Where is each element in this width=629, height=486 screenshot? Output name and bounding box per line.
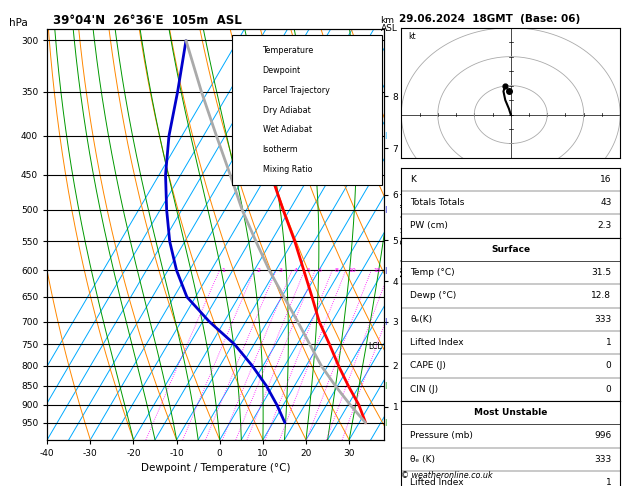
Text: 2: 2	[257, 268, 260, 273]
Text: K: K	[410, 175, 416, 184]
Text: Parcel Trajectory: Parcel Trajectory	[262, 86, 330, 95]
Text: θₑ(K): θₑ(K)	[410, 315, 432, 324]
Text: 2.3: 2.3	[597, 222, 611, 230]
Text: 333: 333	[594, 315, 611, 324]
Text: Isotherm: Isotherm	[262, 145, 298, 154]
Text: 333: 333	[594, 455, 611, 464]
Text: 6: 6	[317, 268, 321, 273]
X-axis label: Dewpoint / Temperature (°C): Dewpoint / Temperature (°C)	[141, 464, 290, 473]
Text: |: |	[384, 267, 386, 274]
Text: Lifted Index: Lifted Index	[410, 478, 464, 486]
Text: 1: 1	[606, 478, 611, 486]
Text: θₑ (K): θₑ (K)	[410, 455, 435, 464]
Text: |: |	[384, 419, 386, 426]
Text: Temp (°C): Temp (°C)	[410, 268, 455, 277]
Text: PW (cm): PW (cm)	[410, 222, 448, 230]
Text: Dry Adiabat: Dry Adiabat	[262, 105, 310, 115]
Text: ASL: ASL	[381, 24, 398, 34]
Text: Lifted Index: Lifted Index	[410, 338, 464, 347]
Text: 996: 996	[594, 432, 611, 440]
Text: Temperature: Temperature	[262, 47, 314, 55]
Text: Dewpoint: Dewpoint	[262, 66, 301, 75]
Text: 10: 10	[348, 268, 355, 273]
Text: LCL: LCL	[368, 342, 382, 351]
Text: 25: 25	[407, 268, 415, 273]
Text: 1: 1	[606, 338, 611, 347]
Text: hPa: hPa	[9, 18, 28, 28]
Text: 4: 4	[294, 268, 298, 273]
Text: |: |	[384, 318, 386, 325]
Text: 20: 20	[392, 268, 400, 273]
FancyBboxPatch shape	[232, 35, 382, 185]
Text: Mixing Ratio: Mixing Ratio	[262, 165, 312, 174]
Text: 0: 0	[606, 362, 611, 370]
Text: km: km	[381, 16, 394, 25]
Text: Dewp (°C): Dewp (°C)	[410, 292, 456, 300]
Text: Surface: Surface	[491, 245, 530, 254]
Text: 3: 3	[278, 268, 282, 273]
Text: Totals Totals: Totals Totals	[410, 198, 464, 207]
Text: |: |	[384, 132, 386, 139]
Text: kt: kt	[409, 32, 416, 41]
Text: |: |	[384, 207, 386, 213]
Text: 31.5: 31.5	[591, 268, 611, 277]
Text: 15: 15	[374, 268, 381, 273]
Text: 0: 0	[606, 385, 611, 394]
Text: Pressure (mb): Pressure (mb)	[410, 432, 473, 440]
Text: 16: 16	[600, 175, 611, 184]
Text: 1: 1	[221, 268, 225, 273]
Text: 43: 43	[600, 198, 611, 207]
Text: 12.8: 12.8	[591, 292, 611, 300]
Y-axis label: Mixing Ratio (g/kg): Mixing Ratio (g/kg)	[401, 191, 410, 278]
Text: Most Unstable: Most Unstable	[474, 408, 547, 417]
Text: 29.06.2024  18GMT  (Base: 06): 29.06.2024 18GMT (Base: 06)	[399, 14, 581, 24]
Text: CAPE (J): CAPE (J)	[410, 362, 446, 370]
Text: 5: 5	[307, 268, 311, 273]
Text: CIN (J): CIN (J)	[410, 385, 438, 394]
Text: Wet Adiabat: Wet Adiabat	[262, 125, 311, 134]
Text: 39°04'N  26°36'E  105m  ASL: 39°04'N 26°36'E 105m ASL	[53, 14, 242, 27]
Text: 8: 8	[335, 268, 338, 273]
Text: |: |	[384, 382, 386, 389]
Text: © weatheronline.co.uk: © weatheronline.co.uk	[401, 471, 493, 480]
